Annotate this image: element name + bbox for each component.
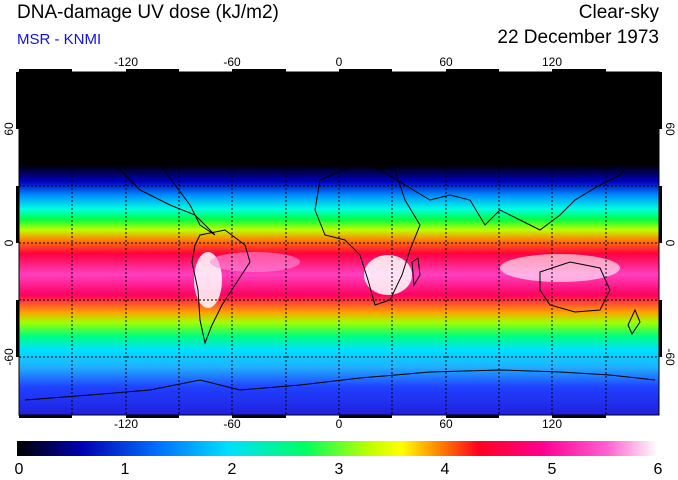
lat-label-right-0: 0 bbox=[663, 240, 677, 247]
colorbar-label-1: 1 bbox=[121, 461, 130, 478]
colorbar-labels: 0 1 2 3 4 5 6 bbox=[15, 461, 663, 478]
lat-label-left-m60: -60 bbox=[2, 348, 16, 366]
lat-label-right-60: 60 bbox=[663, 122, 677, 136]
lon-labels-top: -120 -60 0 60 120 bbox=[114, 55, 562, 69]
colorbar-label-2: 2 bbox=[228, 461, 237, 478]
lon-labels-bottom: -120 -60 0 60 120 bbox=[114, 417, 562, 431]
lat-label-left-0: 0 bbox=[2, 239, 16, 246]
lon-label-top-0: 0 bbox=[336, 55, 343, 69]
southern-africa-peak bbox=[364, 255, 412, 295]
colorbar-label-3: 3 bbox=[335, 461, 344, 478]
lon-label-top-e120: 120 bbox=[542, 55, 562, 69]
colorbar-label-5: 5 bbox=[548, 461, 557, 478]
lat-label-left-60: 60 bbox=[2, 122, 16, 136]
lat-label-right-m60: -60 bbox=[663, 348, 677, 366]
lon-label-bottom-0: 0 bbox=[336, 417, 343, 431]
lon-label-top-w120: -120 bbox=[114, 55, 138, 69]
colorbar-label-6: 6 bbox=[654, 461, 663, 478]
australia-peak bbox=[500, 254, 620, 282]
lon-label-top-e60: 60 bbox=[439, 55, 453, 69]
lon-label-top-w60: -60 bbox=[223, 55, 241, 69]
lat-labels-left: 60 0 -60 bbox=[2, 122, 16, 366]
lon-label-bottom-e60: 60 bbox=[439, 417, 453, 431]
lat-labels-right: 60 0 -60 bbox=[663, 122, 677, 366]
lon-label-bottom-w60: -60 bbox=[223, 417, 241, 431]
lon-label-bottom-w120: -120 bbox=[114, 417, 138, 431]
colorbar-label-0: 0 bbox=[15, 461, 24, 478]
lon-label-bottom-e120: 120 bbox=[542, 417, 562, 431]
colorbar bbox=[17, 441, 658, 456]
colorbar-label-4: 4 bbox=[441, 461, 450, 478]
